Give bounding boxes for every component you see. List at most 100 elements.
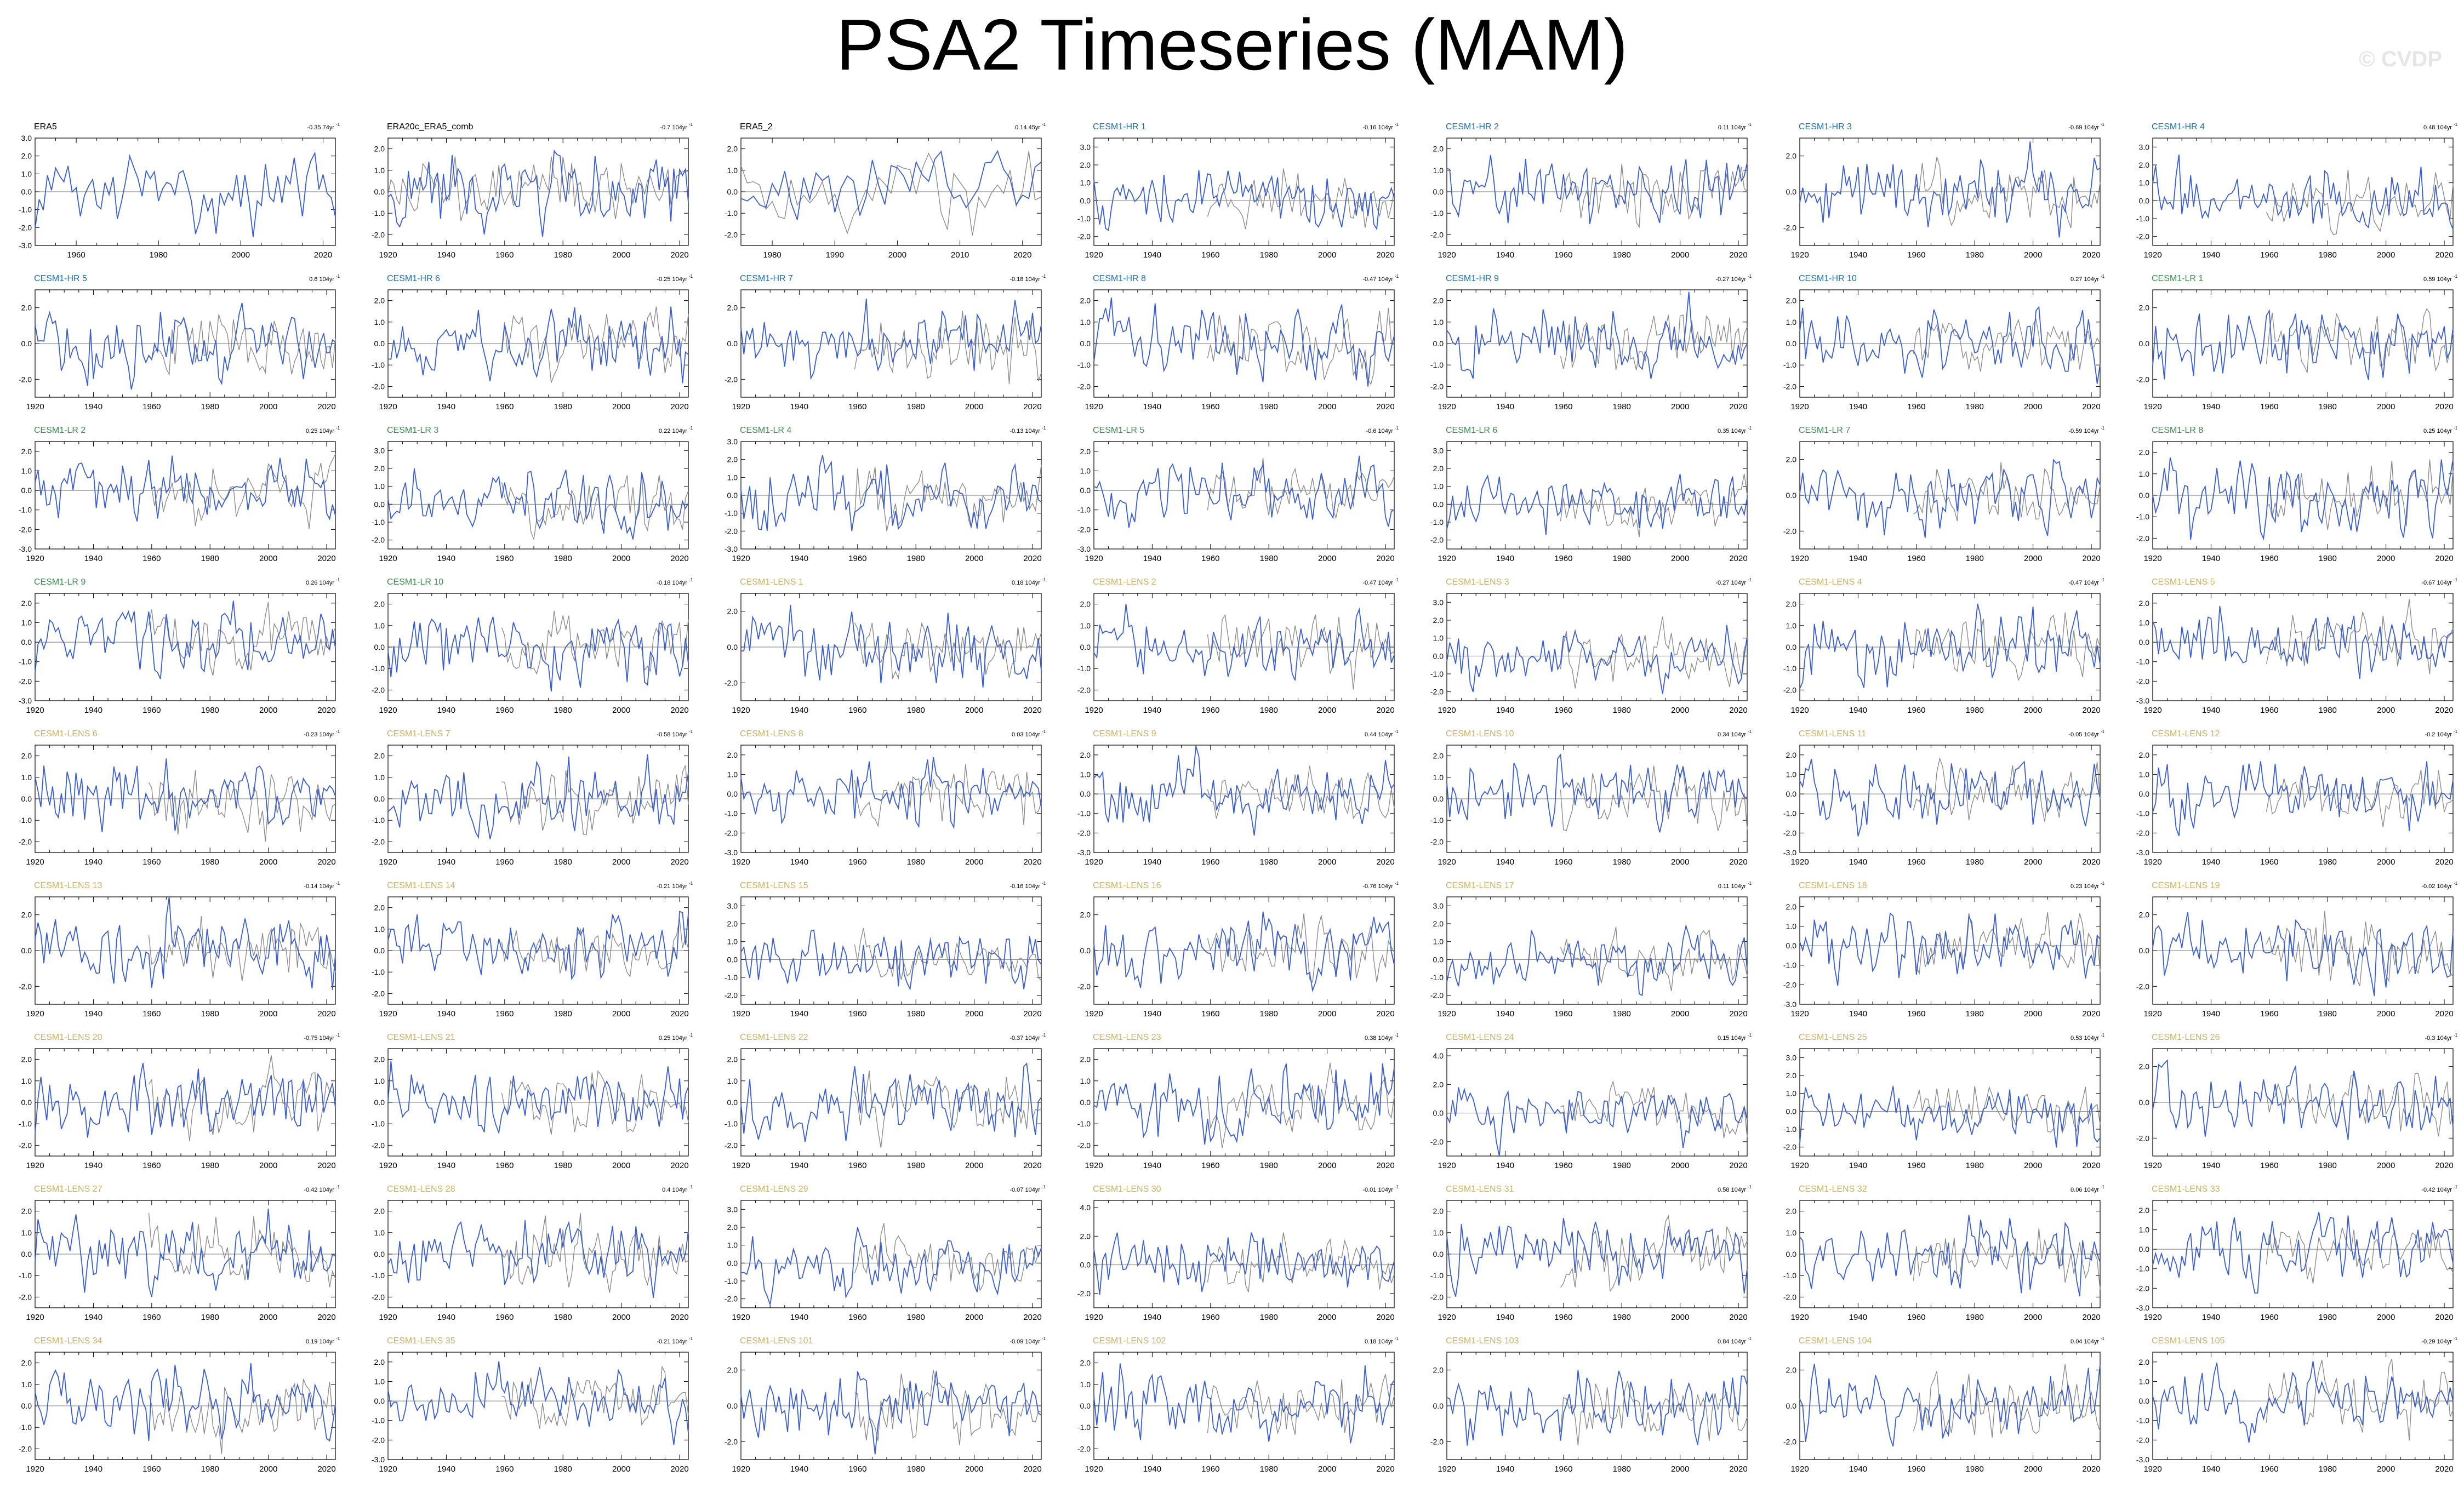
- reference-series-line: [2266, 1073, 2454, 1137]
- panel-label: CESM1-LR 3: [387, 426, 438, 435]
- y-tick-label: 0.0: [1433, 187, 1444, 196]
- panel-trend: 0.22 104yr: [659, 428, 687, 434]
- x-tick-label: 1920: [26, 857, 44, 867]
- y-tick-label: 1.0: [1433, 482, 1444, 491]
- y-tick-label: 0.0: [374, 187, 385, 196]
- y-tick-label: 1.0: [2139, 470, 2150, 478]
- x-tick-label: 1960: [1907, 706, 1925, 715]
- panel-label: ERA20c_ERA5_comb: [387, 122, 474, 131]
- x-tick-label: 2020: [1729, 250, 1747, 260]
- x-tick-label: 2020: [2082, 706, 2100, 715]
- y-tick-label: 0.0: [727, 955, 738, 964]
- y-tick-label: 0.0: [2139, 1098, 2150, 1107]
- x-tick-label: 2000: [1671, 402, 1689, 411]
- x-tick-label: 1920: [379, 857, 397, 867]
- trend-superscript: -1: [1748, 426, 1752, 431]
- x-tick-label: 2020: [1729, 1464, 1747, 1474]
- member-series-line: [740, 757, 1042, 829]
- x-tick-label: 2020: [1376, 402, 1394, 411]
- y-tick-label: -1.0: [1430, 518, 1444, 527]
- y-tick-label: -1.0: [1430, 361, 1444, 369]
- x-tick-label: 1920: [732, 1009, 750, 1019]
- x-tick-label: 1980: [1260, 250, 1278, 260]
- x-tick-label: 1980: [1613, 857, 1631, 867]
- reference-series-line: [1560, 616, 1748, 689]
- panel-trend: -0.6 104yr: [1366, 428, 1393, 434]
- x-tick-label: 1960: [2260, 1161, 2278, 1170]
- y-tick-label: -1.0: [1077, 361, 1091, 369]
- x-tick-label: 1980: [1260, 402, 1278, 411]
- x-tick-label: 1920: [1790, 1464, 1809, 1474]
- x-tick-label: 1920: [1790, 1313, 1809, 1322]
- y-tick-label: -2.0: [1783, 1143, 1796, 1152]
- reference-series-line: [740, 151, 1042, 236]
- x-tick-label: 2000: [2377, 857, 2395, 867]
- reference-series-line: [1207, 614, 1395, 690]
- y-tick-label: 1.0: [374, 1228, 385, 1237]
- panel-trend: -0.16 104yr: [1009, 883, 1040, 890]
- trend-superscript: -1: [2101, 1185, 2105, 1189]
- panel-trend: 0.6 104yr: [309, 276, 334, 283]
- y-tick-label: 1.0: [2139, 618, 2150, 627]
- x-tick-label: 2020: [1023, 554, 1041, 563]
- x-tick-label: 1920: [379, 402, 397, 411]
- y-tick-label: -1.0: [1783, 361, 1796, 369]
- panel-trend: 0.27 104yr: [2071, 276, 2099, 283]
- x-tick-label: 1960: [848, 1161, 866, 1170]
- panel-cesm1-lens-20: CESM1-LENS 20 -0.75 104yr -1 2.0 1.0 0.0 -1.0 -…: [19, 1033, 340, 1170]
- x-tick-label: 1920: [732, 554, 750, 563]
- y-tick-label: -2.0: [372, 989, 385, 998]
- y-tick-label: 2.0: [21, 447, 32, 456]
- member-series-line: [1799, 459, 2101, 538]
- y-tick-label: -2.0: [19, 375, 32, 384]
- trend-superscript: -1: [2454, 577, 2458, 582]
- y-tick-label: -3.0: [1783, 848, 1796, 857]
- x-tick-label: 1940: [790, 1161, 808, 1170]
- trend-superscript: -1: [1042, 274, 1046, 279]
- y-tick-label: 1.0: [2139, 770, 2150, 779]
- x-tick-label: 2020: [2082, 402, 2100, 411]
- x-tick-label: 1940: [2202, 250, 2220, 260]
- x-tick-label: 2000: [2024, 706, 2042, 715]
- x-tick-label: 2000: [965, 402, 983, 411]
- y-tick-label: 1.0: [21, 466, 32, 475]
- x-tick-label: 1960: [1554, 857, 1572, 867]
- y-tick-label: -1.0: [1077, 214, 1091, 223]
- x-tick-label: 2000: [1318, 554, 1336, 563]
- x-tick-label: 2020: [670, 1464, 688, 1474]
- y-tick-label: -2.0: [1783, 382, 1796, 391]
- x-tick-label: 2000: [612, 706, 630, 715]
- y-tick-label: 0.0: [727, 187, 738, 196]
- trend-superscript: -1: [1395, 426, 1399, 431]
- panel-label: CESM1-LENS 33: [2152, 1185, 2220, 1194]
- y-tick-label: 1.0: [374, 318, 385, 327]
- x-tick-label: 1940: [1496, 1161, 1514, 1170]
- reference-series-line: [148, 454, 336, 529]
- x-tick-label: 2020: [1023, 1161, 1041, 1170]
- y-tick-label: 3.0: [727, 1205, 738, 1214]
- panel-frame: [2152, 1200, 2454, 1308]
- reference-series-line: [854, 622, 1042, 680]
- x-tick-label: 1980: [201, 1009, 219, 1019]
- x-tick-label: 1960: [2260, 857, 2278, 867]
- panel-label: CESM1-LENS 34: [34, 1336, 102, 1346]
- x-tick-label: 2020: [317, 554, 335, 563]
- y-tick-label: -1.0: [1783, 809, 1796, 818]
- reference-series-line: [501, 306, 689, 383]
- x-tick-label: 1980: [2319, 1009, 2337, 1019]
- y-tick-label: 0.0: [21, 794, 32, 803]
- y-tick-label: -2.0: [372, 382, 385, 391]
- x-tick-label: 1980: [2319, 1161, 2337, 1170]
- y-tick-label: 0.0: [374, 794, 385, 803]
- x-tick-label: 1980: [554, 1161, 572, 1170]
- x-tick-label: 1960: [2260, 1464, 2278, 1474]
- trend-superscript: -1: [2454, 1336, 2458, 1341]
- y-tick-label: 0.0: [2139, 789, 2150, 798]
- y-tick-label: 0.0: [2139, 196, 2150, 205]
- x-tick-label: 1920: [2143, 1009, 2161, 1019]
- y-tick-label: -1.0: [1077, 506, 1091, 514]
- x-tick-label: 1940: [1849, 554, 1867, 563]
- x-tick-label: 1920: [2143, 402, 2161, 411]
- panel-label: CESM1-LENS 15: [740, 881, 808, 890]
